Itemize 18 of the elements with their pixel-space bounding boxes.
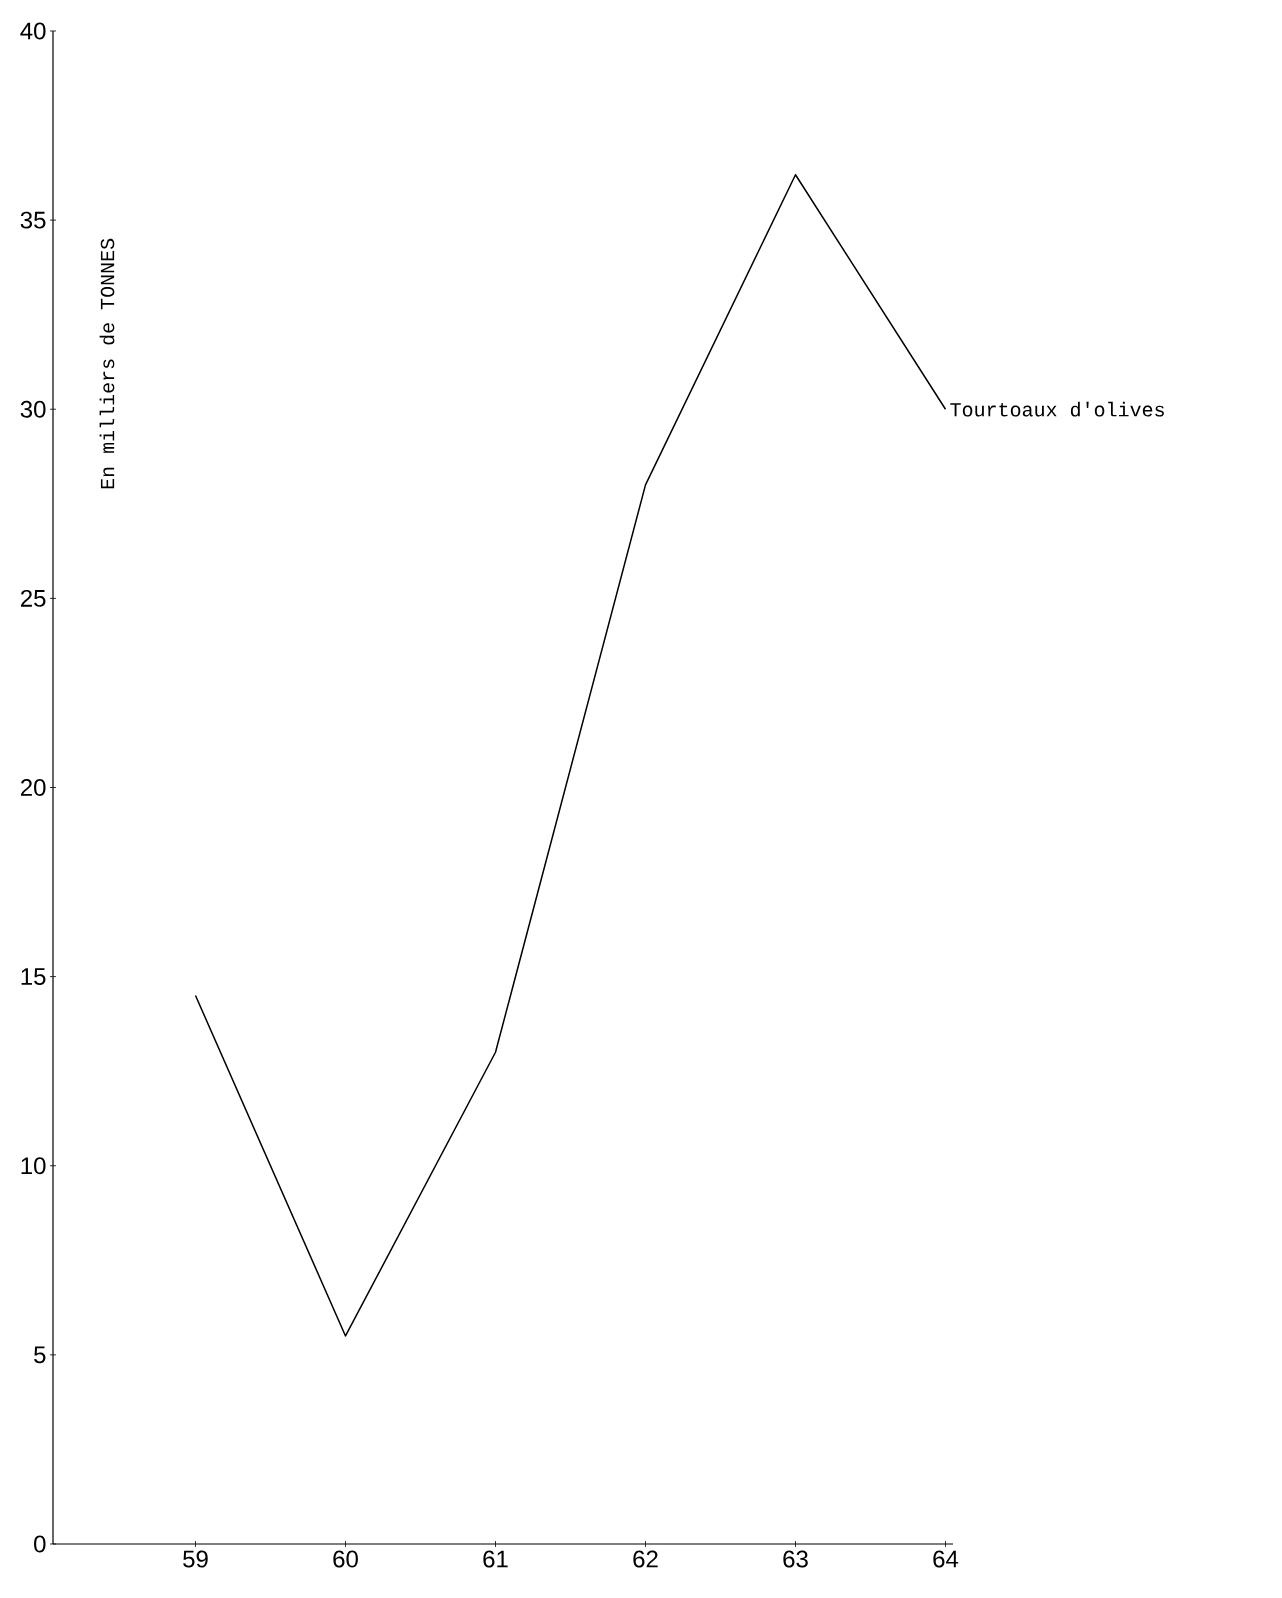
y-tick-label: 20	[20, 779, 46, 796]
y-tick-label: 15	[21, 968, 46, 985]
y-tick-label: 5	[34, 1346, 46, 1364]
y-tick-label: 40	[20, 22, 46, 40]
y-tick-label: 0	[34, 1535, 46, 1553]
x-tick-label: 63	[783, 1550, 808, 1568]
x-tick-label: 60	[333, 1550, 358, 1568]
y-tick-label: 35	[20, 211, 46, 229]
y-axis-title: En milliers de TONNES	[99, 238, 115, 489]
x-tick-label: 59	[183, 1550, 208, 1568]
y-tick-label: 25	[20, 589, 46, 607]
series-label: Tourtoaux d'olives	[950, 401, 1164, 417]
line-series	[194, 173, 947, 1337]
x-tick-label: 64	[933, 1550, 959, 1568]
x-tick-label: 61	[483, 1550, 508, 1568]
y-tick-label: 10	[21, 1157, 46, 1175]
x-tick-label: 62	[633, 1550, 658, 1568]
y-tick-label: 30	[20, 400, 46, 418]
